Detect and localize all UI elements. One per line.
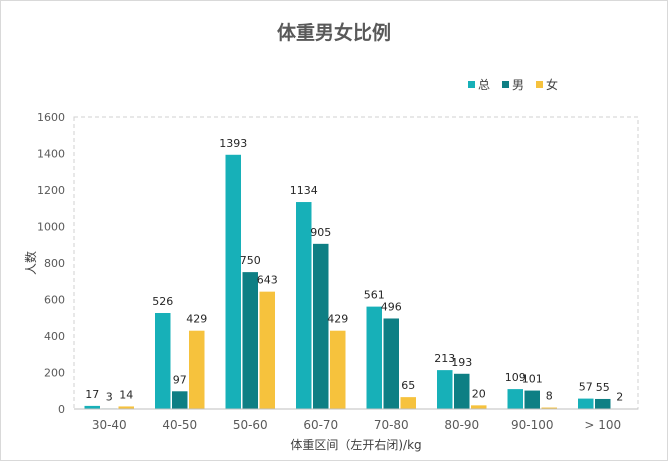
data-label: 526 (152, 295, 173, 308)
bar (330, 330, 346, 409)
y-tick-label: 800 (44, 257, 65, 270)
chart-title: 体重男女比例 (277, 21, 391, 44)
data-label: 2 (616, 391, 623, 404)
bar (172, 391, 188, 409)
x-tick-label: 60-70 (303, 418, 338, 432)
x-tick-label: 80-90 (444, 418, 479, 432)
data-label: 750 (240, 254, 261, 267)
data-label: 429 (186, 313, 207, 326)
legend-swatch-0 (468, 81, 475, 88)
bar (454, 373, 470, 409)
x-tick-label: 30-40 (92, 418, 127, 432)
x-tick-label: > 100 (584, 418, 621, 432)
bar (118, 406, 134, 409)
x-axis-title: 体重区间（左开右闭)/kg (290, 437, 421, 452)
data-label: 17 (85, 388, 99, 401)
bar (524, 390, 540, 409)
y-tick-label: 1400 (37, 148, 65, 161)
data-label: 14 (119, 388, 133, 401)
data-label: 193 (451, 356, 472, 369)
x-tick-label: 90-100 (511, 418, 554, 432)
y-tick-label: 200 (44, 367, 65, 380)
y-tick-label: 1200 (37, 184, 65, 197)
legend-label-0: 总 (478, 78, 490, 92)
bar (225, 154, 241, 409)
data-label: 109 (505, 371, 526, 384)
bar (296, 202, 312, 409)
bar (595, 398, 611, 409)
data-label: 101 (522, 373, 543, 386)
data-label: 55 (596, 381, 610, 394)
data-label: 8 (546, 390, 553, 403)
data-label: 65 (401, 379, 415, 392)
bar (507, 389, 523, 409)
x-tick-label: 50-60 (233, 418, 268, 432)
data-label: 429 (327, 313, 348, 326)
bar (366, 306, 382, 409)
data-label: 1134 (290, 184, 318, 197)
data-label: 20 (472, 387, 486, 400)
data-label: 1393 (219, 137, 247, 150)
legend-swatch-2 (536, 81, 543, 88)
data-label: 643 (257, 274, 278, 287)
legend-label-1: 男 (512, 78, 524, 92)
x-tick-label: 40-50 (162, 418, 197, 432)
x-tick-label: 70-80 (374, 418, 409, 432)
data-label: 496 (381, 300, 402, 313)
legend-label-2: 女 (546, 77, 558, 92)
bar (541, 407, 557, 409)
y-tick-label: 600 (44, 294, 65, 307)
data-label: 561 (364, 289, 385, 302)
bar (471, 405, 487, 409)
data-label: 97 (173, 373, 187, 386)
data-label: 3 (106, 390, 113, 403)
legend-swatch-1 (502, 81, 509, 88)
bar (189, 330, 205, 409)
data-label: 213 (434, 352, 455, 365)
y-tick-label: 400 (44, 330, 65, 343)
bar (242, 272, 258, 409)
bar (437, 370, 453, 409)
bar (155, 313, 171, 409)
bar (400, 397, 416, 409)
bar (578, 398, 594, 409)
bar (313, 243, 329, 409)
bar (383, 318, 399, 409)
bar (259, 291, 275, 409)
data-label: 57 (579, 381, 593, 394)
y-tick-label: 0 (58, 403, 65, 416)
y-tick-label: 1000 (37, 221, 65, 234)
y-axis-title: 人数 (23, 251, 38, 275)
bar (84, 405, 100, 409)
y-tick-label: 1600 (37, 111, 65, 124)
data-label: 905 (310, 226, 331, 239)
